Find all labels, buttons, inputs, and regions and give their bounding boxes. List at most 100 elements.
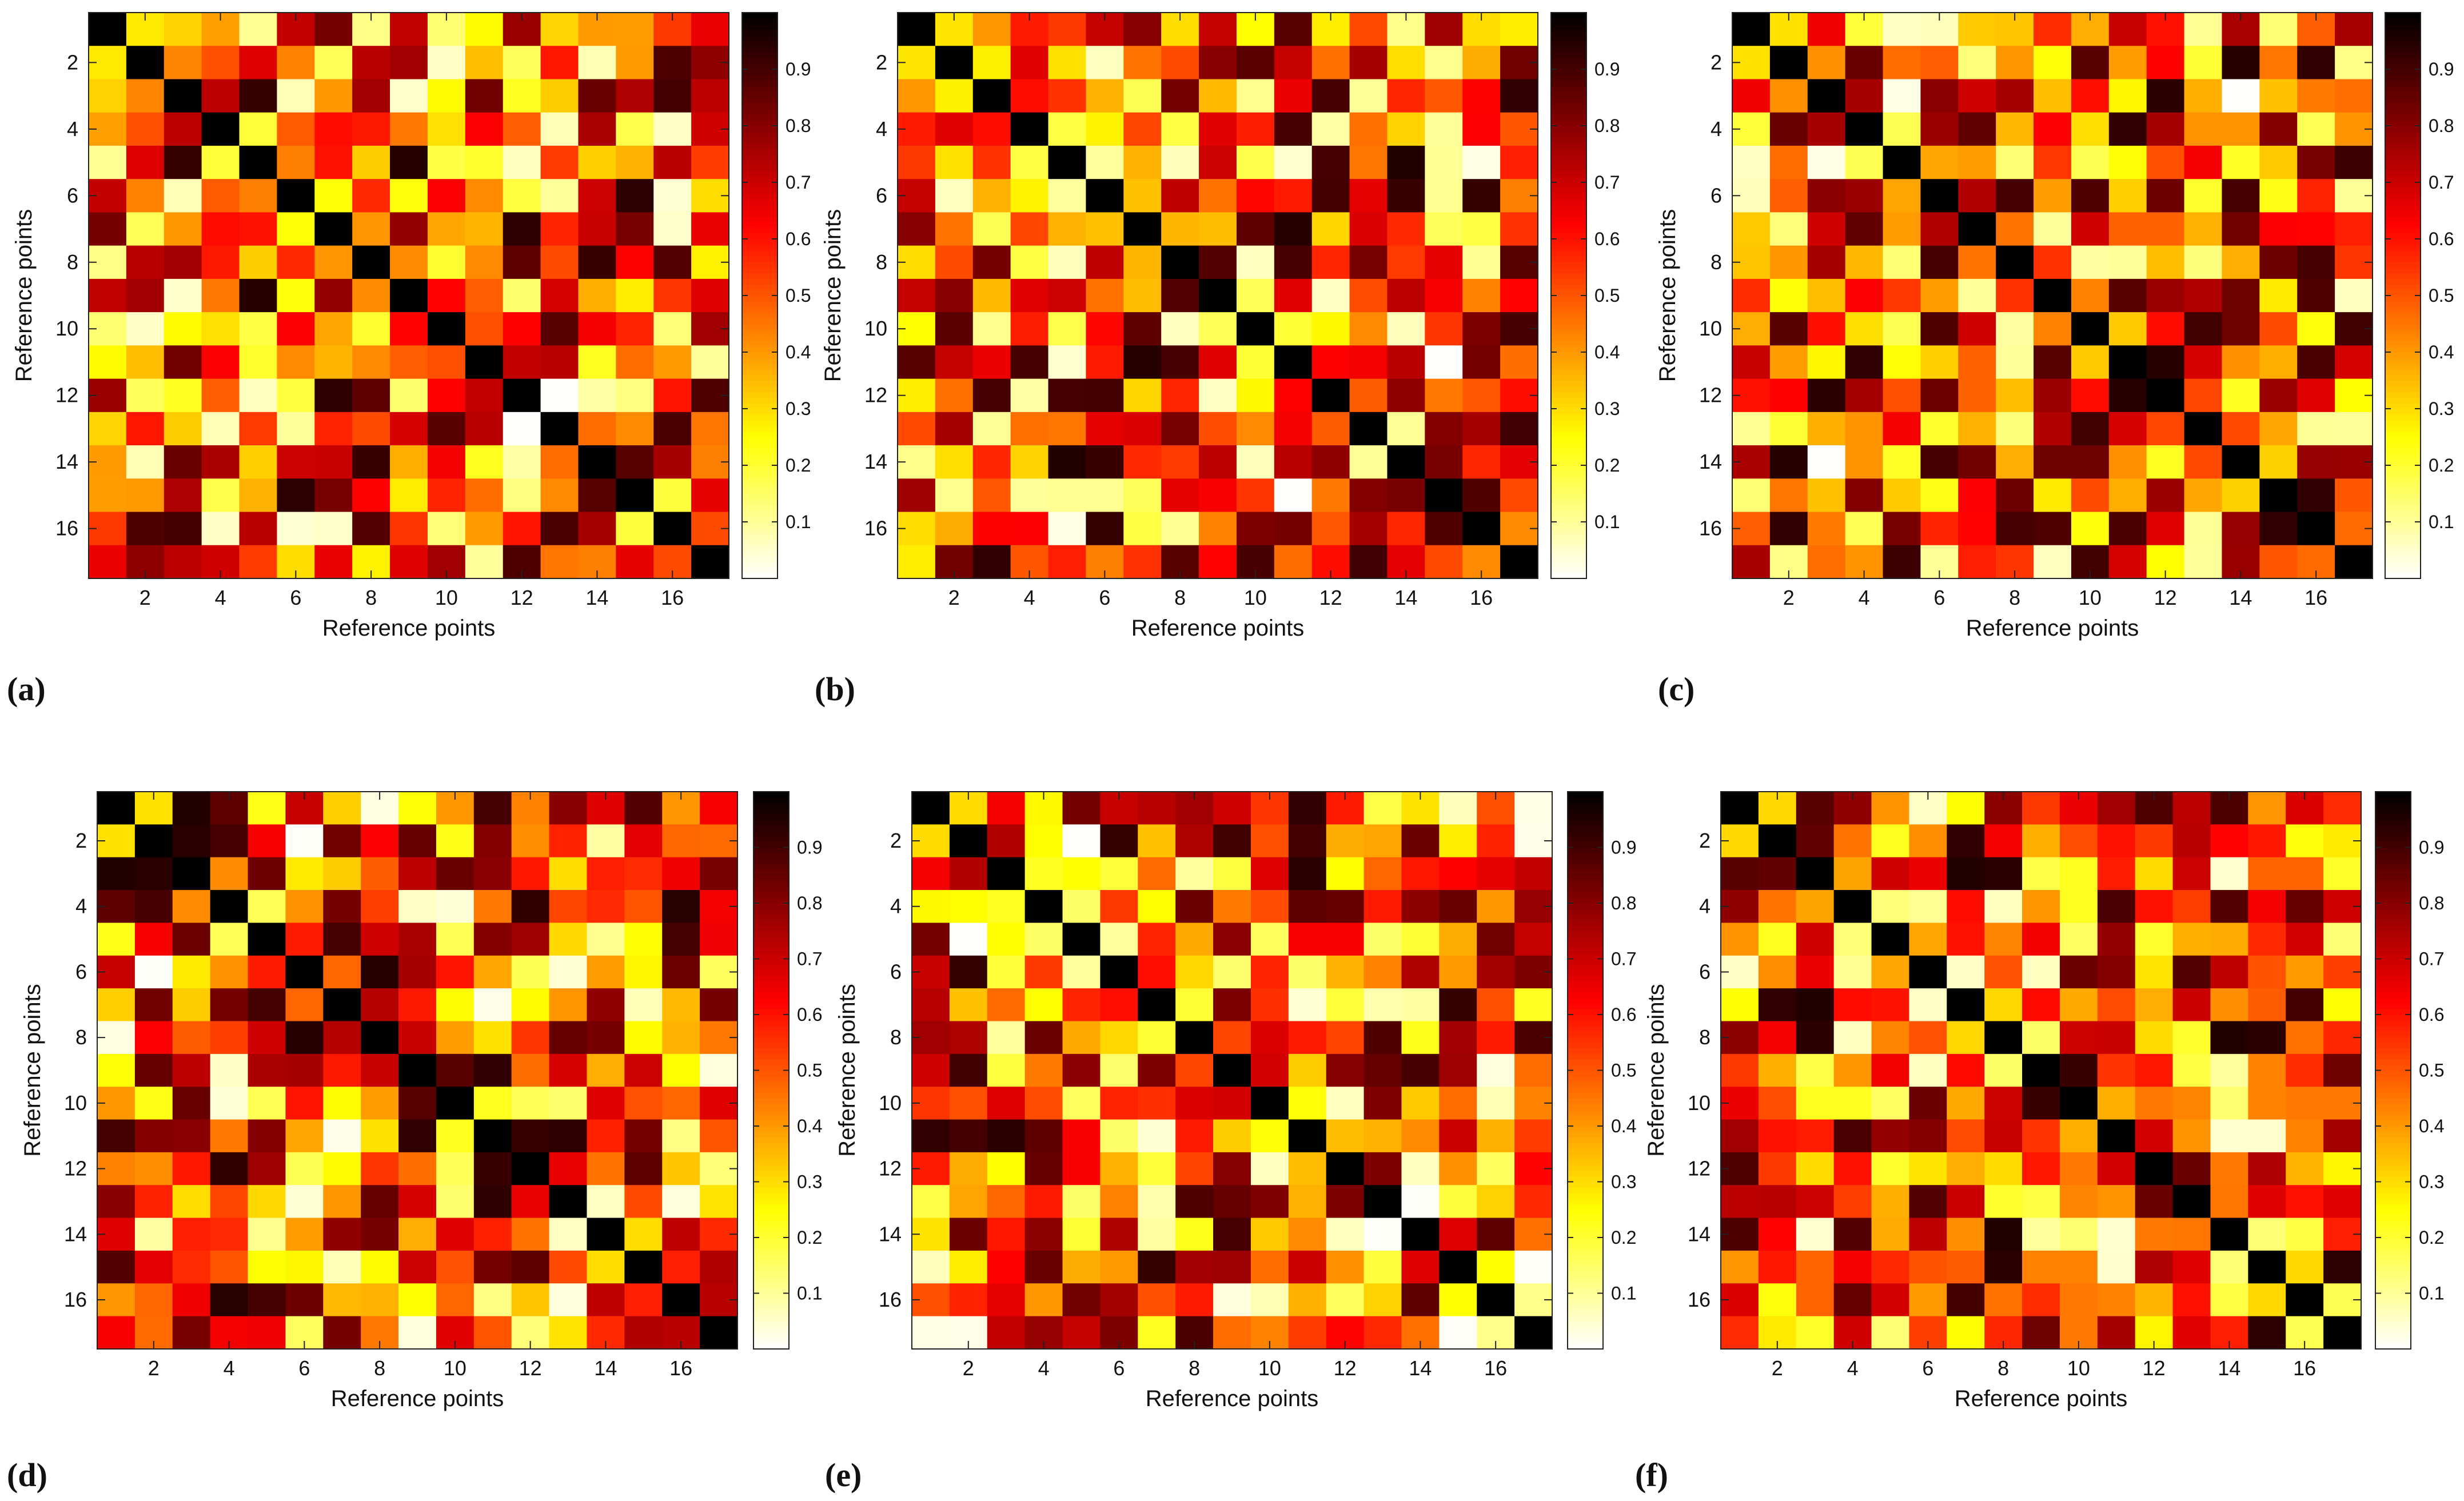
heatmap-cell: [1100, 1283, 1138, 1317]
heatmap-cell: [172, 1316, 211, 1350]
heatmap-cell: [1048, 212, 1087, 246]
heatmap-cell: [473, 1250, 512, 1284]
heatmap-cell: [2248, 1217, 2286, 1251]
heatmap-cell: [1947, 1250, 1985, 1284]
heatmap-cell: [1236, 179, 1275, 213]
heatmap-cell: [549, 792, 588, 825]
heatmap-cell: [2135, 988, 2174, 1022]
heatmap-cell: [1883, 212, 1921, 246]
x-axis-label: Reference points: [1955, 1386, 2127, 1411]
heatmap-cell: [1439, 955, 1477, 989]
y-tick-label: 10: [55, 317, 78, 340]
colorbar-segment: [2375, 1148, 2411, 1155]
heatmap-cell: [1123, 46, 1162, 80]
y-tick-label: 10: [64, 1091, 87, 1115]
heatmap-cell: [2146, 312, 2185, 346]
heatmap-cell: [427, 445, 466, 479]
heatmap-cell: [587, 824, 625, 858]
heatmap-cell: [398, 857, 437, 891]
x-tick-label: 10: [2067, 1356, 2090, 1380]
heatmap-cell: [1288, 1053, 1327, 1087]
heatmap-cell: [2097, 1053, 2136, 1087]
heatmap-cell: [97, 988, 135, 1022]
heatmap-cell: [949, 1217, 988, 1251]
heatmap-cell: [587, 1053, 625, 1087]
colorbar-segment: [1551, 465, 1586, 472]
heatmap-cell: [700, 857, 738, 891]
colorbar-segment: [753, 1254, 789, 1260]
heatmap-cell: [987, 1250, 1026, 1284]
heatmap-cell: [578, 79, 616, 113]
heatmap-cell: [1349, 512, 1388, 546]
heatmap-cell: [436, 1087, 475, 1120]
heatmap-cell: [427, 112, 466, 146]
colorbar-segment: [1551, 301, 1586, 308]
heatmap-cell: [2034, 212, 2072, 246]
colorbar-segment: [1551, 86, 1586, 93]
colorbar-segment: [742, 431, 778, 438]
colorbar-segment: [1568, 1260, 1603, 1266]
heatmap-cell: [1796, 890, 1835, 924]
heatmap-cell: [2059, 1021, 2098, 1055]
heatmap-cell: [1769, 512, 1808, 546]
heatmap-cell: [285, 1021, 324, 1055]
heatmap-cell: [1401, 890, 1440, 924]
heatmap-cell: [239, 545, 278, 579]
colorbar-segment: [753, 1059, 789, 1065]
heatmap-cell: [1439, 1185, 1477, 1219]
colorbar-segment: [2385, 267, 2421, 273]
heatmap-cell: [2034, 278, 2072, 313]
colorbar-segment: [753, 987, 789, 993]
heatmap-cell: [248, 857, 286, 891]
heatmap-cell: [935, 245, 974, 280]
heatmap-cell: [126, 278, 165, 313]
heatmap-cell: [1100, 955, 1138, 989]
heatmap-cell: [1947, 1053, 1985, 1087]
heatmap-cell: [2184, 545, 2223, 579]
heatmap-cell: [323, 792, 361, 825]
heatmap-cell: [248, 1250, 286, 1284]
colorbar-segment: [2385, 544, 2421, 551]
heatmap-cell: [2297, 212, 2335, 246]
heatmap-cell: [1326, 955, 1365, 989]
heatmap-cell: [323, 1053, 361, 1087]
heatmap-cell: [2034, 145, 2072, 179]
heatmap-cell: [1462, 212, 1501, 246]
heatmap-cell: [210, 1087, 249, 1120]
heatmap-cell: [1138, 1053, 1176, 1087]
colorbar-tick-label: 0.6: [1611, 1004, 1636, 1025]
heatmap-cell: [465, 13, 504, 46]
colorbar-segment: [1551, 148, 1586, 155]
heatmap-cell: [1401, 1053, 1440, 1087]
heatmap-cell: [1758, 1119, 1797, 1153]
y-tick-label: 12: [1688, 1157, 1711, 1180]
heatmap-cell: [549, 1053, 588, 1087]
colorbar-segment: [2385, 193, 2421, 200]
y-tick-label: 12: [879, 1157, 902, 1180]
heatmap-cell: [1062, 1217, 1101, 1251]
heatmap-cell: [1984, 923, 2023, 956]
heatmap-cell: [540, 312, 579, 346]
heatmap-cell: [1807, 179, 1846, 213]
colorbar-segment: [1551, 505, 1586, 511]
x-axis-label: Reference points: [1131, 616, 1304, 641]
heatmap-cell: [1439, 1152, 1477, 1185]
colorbar-segment: [742, 41, 778, 47]
colorbar-segment: [753, 1076, 789, 1082]
heatmap-cell: [277, 378, 315, 413]
heatmap-cell: [2097, 923, 2136, 956]
heatmap-cell: [2097, 988, 2136, 1022]
heatmap-cell: [465, 179, 504, 213]
heatmap-cell: [2248, 890, 2286, 924]
colorbar-segment: [2375, 1271, 2411, 1277]
heatmap-cell: [987, 792, 1026, 825]
y-axis-label: Reference points: [1655, 209, 1680, 382]
colorbar-segment: [1551, 527, 1586, 534]
heatmap-cell: [1213, 988, 1251, 1022]
colorbar-segment: [2385, 278, 2421, 285]
heatmap-cell: [1425, 478, 1463, 513]
heatmap-cell: [1871, 792, 1910, 825]
heatmap-cell: [465, 46, 504, 80]
heatmap-cell: [1996, 145, 2034, 179]
heatmap-cell: [511, 988, 550, 1022]
